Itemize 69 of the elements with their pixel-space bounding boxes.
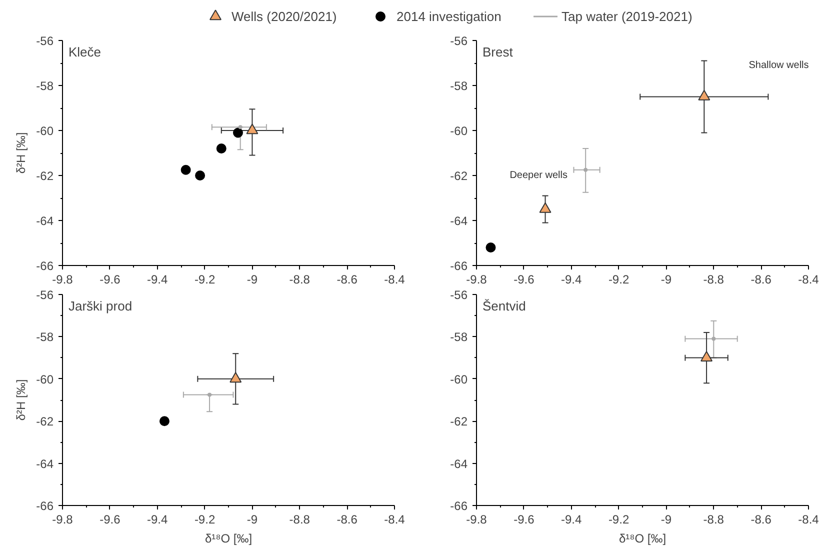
legend-label: Tap water (2019-2021) [562, 9, 692, 24]
y-tick-label: -58 [36, 330, 54, 344]
y-tick-label: -66 [450, 499, 468, 513]
x-tick-label: -9.6 [514, 272, 535, 286]
y-tick-label: -62 [450, 169, 468, 183]
y-tick-label: -60 [450, 124, 468, 138]
y-tick-label: -58 [450, 330, 468, 344]
x-tick-label: -9 [246, 512, 258, 526]
x-tick-label: -8.6 [750, 512, 772, 526]
y-tick-label: -64 [36, 456, 54, 471]
y-tick-label: -66 [36, 259, 54, 273]
x-tick-label: -8.8 [289, 512, 310, 526]
chart-title: Jarški prod [68, 298, 132, 314]
y-tick-label: -60 [36, 124, 54, 138]
x-tick-label: -9 [246, 272, 258, 286]
x-tick-label: -8.4 [384, 512, 406, 526]
x-tick-label: -9 [660, 512, 672, 526]
x-tick-label: -8.8 [703, 512, 724, 526]
x-tick-label: -9.4 [147, 272, 168, 286]
x-tick-label: -9.6 [100, 512, 121, 526]
x-tick-label: -9.4 [561, 272, 582, 286]
y-tick-label: -62 [36, 169, 54, 183]
x-tick-label: -8.8 [289, 272, 310, 286]
x-tick-label: -9.8 [466, 272, 488, 286]
x-tick-label: -9.8 [466, 512, 488, 526]
y-axis-title: δ²H [‰] [14, 379, 28, 421]
x-tick-label: -8.6 [750, 272, 772, 286]
x-tick-label: -9.2 [194, 272, 216, 286]
legend-label: Wells (2020/2021) [232, 9, 337, 24]
y-tick-label: -60 [36, 372, 54, 386]
y-axis-title: δ²H [‰] [14, 132, 28, 174]
y-tick-label: -66 [36, 499, 54, 513]
y-tick-label: -58 [450, 79, 468, 93]
y-tick-label: -64 [450, 214, 468, 228]
chart-title: Kleče [68, 44, 102, 60]
x-tick-label: -9.8 [52, 512, 74, 526]
y-tick-label: -56 [36, 288, 54, 302]
x-tick-label: -9.4 [561, 512, 582, 526]
y-tick-label: -66 [450, 259, 468, 273]
x-axis-title: δ¹⁸O [‰] [618, 532, 666, 546]
y-tick-label: -56 [450, 288, 468, 302]
x-tick-label: -9.4 [147, 512, 168, 526]
y-tick-label: -62 [450, 414, 468, 429]
annotation: Deeper wells [510, 170, 568, 181]
y-tick-label: -60 [450, 372, 468, 386]
x-tick-label: -8.4 [798, 512, 820, 526]
x-tick-label: -8.4 [798, 272, 820, 286]
x-axis-title: δ¹⁸O [‰] [204, 532, 252, 546]
x-tick-label: -9.8 [52, 272, 74, 286]
y-tick-label: -56 [450, 34, 468, 48]
x-tick-label: -9 [660, 272, 672, 286]
chart-title: Brest [482, 44, 514, 60]
y-tick-label: -64 [450, 456, 468, 471]
y-tick-label: -64 [36, 214, 54, 228]
legend-label: 2014 investigation [396, 9, 502, 24]
x-tick-label: -9.2 [608, 512, 630, 526]
x-tick-label: -8.6 [336, 272, 358, 286]
annotation: Shallow wells [748, 60, 809, 71]
x-tick-label: -9.6 [514, 512, 535, 526]
x-tick-label: -8.8 [703, 272, 724, 286]
x-tick-label: -8.6 [336, 512, 358, 526]
x-tick-label: -9.6 [100, 272, 121, 286]
y-tick-label: -56 [36, 34, 54, 48]
x-tick-label: -8.4 [384, 272, 406, 286]
x-tick-label: -9.2 [608, 272, 630, 286]
x-tick-label: -9.2 [194, 512, 216, 526]
y-tick-label: -62 [36, 414, 54, 429]
y-tick-label: -58 [36, 79, 54, 93]
chart-title: Šentvid [482, 298, 526, 314]
